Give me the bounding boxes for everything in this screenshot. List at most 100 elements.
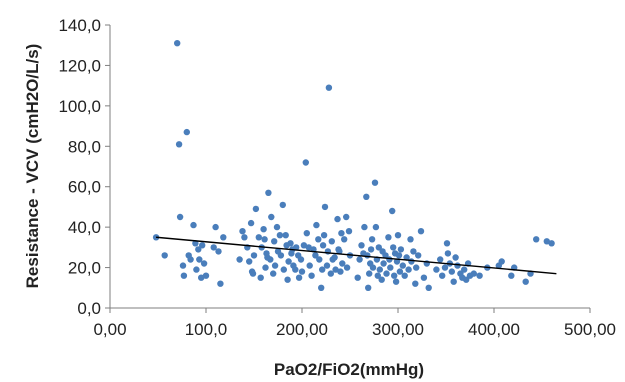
data-point [217, 280, 224, 287]
data-point [444, 250, 452, 257]
data-point [273, 223, 281, 231]
data-point [270, 270, 277, 277]
data-point [271, 262, 279, 269]
data-point [174, 40, 181, 47]
data-point [394, 232, 402, 239]
data-point [321, 203, 329, 211]
data-point [417, 228, 425, 235]
data-point [187, 256, 194, 263]
data-point [282, 232, 289, 239]
data-point [319, 266, 326, 273]
data-point [401, 272, 408, 279]
data-point [320, 232, 328, 239]
data-point [522, 278, 529, 285]
data-point [376, 266, 383, 273]
data-point [413, 264, 420, 271]
data-point [176, 213, 184, 221]
data-point [443, 240, 451, 247]
x-tick-label: 300,00 [372, 320, 424, 339]
data-point [180, 272, 188, 279]
data-point [306, 262, 313, 269]
data-point [295, 274, 303, 281]
data-point [371, 179, 379, 186]
data-point [328, 238, 335, 245]
data-point [236, 256, 243, 263]
data-point [450, 278, 457, 285]
data-points [152, 40, 555, 291]
data-point [327, 270, 334, 277]
data-point [334, 215, 341, 223]
data-point [392, 278, 400, 285]
data-point [420, 274, 428, 281]
data-point [199, 242, 206, 249]
data-point [448, 268, 455, 275]
data-point [255, 234, 262, 241]
data-point [215, 248, 222, 255]
data-point [356, 256, 363, 263]
x-tick-label: 100,0 [185, 320, 228, 339]
data-point [246, 258, 253, 265]
data-point [198, 274, 205, 281]
data-point [433, 266, 440, 273]
data-point [343, 264, 351, 271]
data-point [405, 266, 412, 273]
data-point [367, 246, 375, 253]
data-point [210, 244, 217, 251]
data-point [260, 226, 267, 233]
data-point [548, 240, 555, 247]
data-point [285, 258, 292, 265]
data-point [345, 228, 353, 235]
data-point [293, 244, 300, 251]
data-point [454, 262, 461, 269]
data-point [193, 266, 200, 273]
data-point [439, 272, 446, 279]
data-point [292, 266, 299, 273]
data-point [386, 256, 393, 263]
data-point [337, 268, 344, 275]
data-point [250, 252, 258, 259]
data-point [403, 254, 410, 261]
data-point [313, 221, 320, 229]
data-point [508, 272, 515, 279]
data-point [378, 276, 385, 283]
data-point [315, 236, 322, 243]
data-point [302, 159, 309, 166]
data-point [385, 234, 392, 241]
data-point [361, 223, 368, 231]
trendline [156, 236, 557, 275]
data-point [354, 274, 361, 281]
data-point [183, 128, 190, 136]
y-tick-label: 120,0 [58, 56, 101, 75]
data-point [331, 254, 338, 261]
data-point [375, 244, 382, 251]
data-point [308, 272, 315, 279]
data-point [267, 256, 274, 263]
data-point [277, 252, 285, 259]
data-point [241, 234, 248, 241]
data-point [343, 213, 350, 221]
data-point [358, 242, 365, 249]
y-tick-label: 20,0 [68, 259, 101, 278]
y-axis-title: Resistance - VCV (cmH2O/L/s) [23, 44, 42, 289]
data-point [338, 230, 345, 237]
data-point [533, 236, 540, 243]
data-point [202, 272, 210, 279]
data-point [425, 284, 432, 291]
x-tick-label: 400,00 [468, 320, 520, 339]
data-point [190, 221, 197, 229]
data-point [391, 272, 398, 279]
data-point [175, 141, 183, 148]
data-point [390, 244, 397, 251]
data-point [303, 230, 310, 237]
x-axis-title: PaO2/FiO2(mmHg) [274, 360, 424, 379]
data-point [389, 207, 396, 215]
y-tick-label: 0,0 [77, 299, 101, 318]
data-point [366, 270, 373, 277]
data-point [265, 189, 272, 196]
data-point [192, 240, 199, 247]
y-tick-label: 40,0 [68, 218, 101, 237]
data-point [397, 246, 405, 253]
data-point [399, 262, 406, 269]
data-point [437, 256, 444, 263]
data-point [212, 223, 219, 231]
